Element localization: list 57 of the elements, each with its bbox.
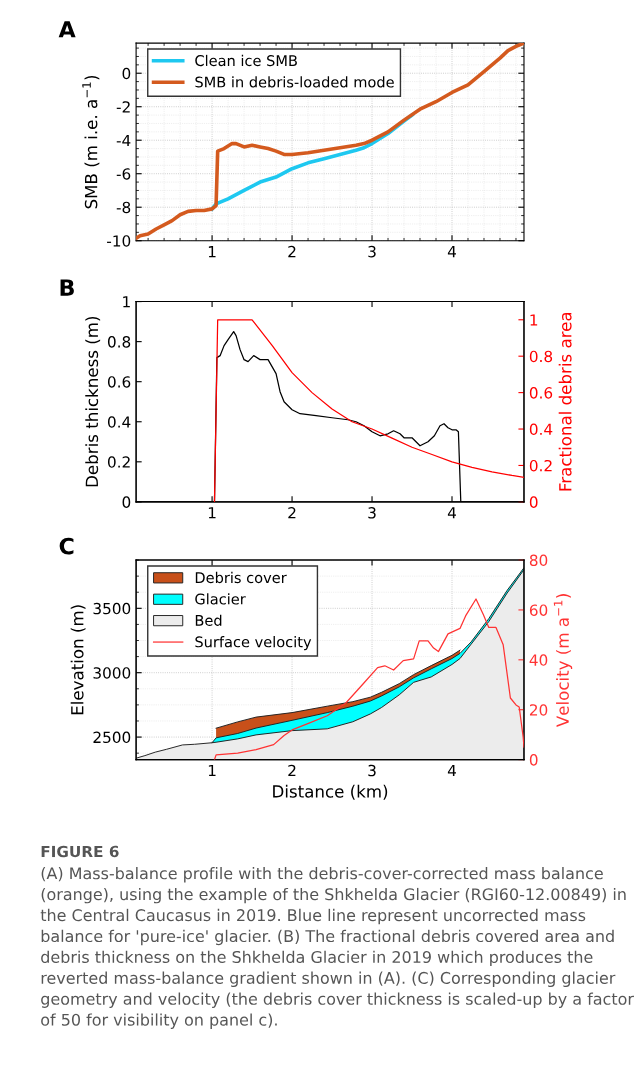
y-tick-label: -4 xyxy=(116,134,131,147)
y2-tick-label: 1 xyxy=(530,314,538,326)
y-tick-label: -8 xyxy=(116,201,131,214)
y-axis-title: Debris thickness (m) xyxy=(85,316,101,487)
x-tick-label: 1 xyxy=(208,246,216,258)
y-tick-label: 3000 xyxy=(93,667,131,679)
y-tick-label: -10 xyxy=(107,235,131,247)
x-tick-label: 2 xyxy=(288,764,296,777)
legend-label: Debris cover xyxy=(195,571,287,584)
x-tick-label: 1 xyxy=(208,507,216,519)
y2-tick-label: 40 xyxy=(529,654,548,666)
x-tick-label: 4 xyxy=(447,764,457,777)
y-tick-label: 0 xyxy=(122,496,131,508)
y-tick-label: 0.6 xyxy=(107,376,131,388)
y2-tick-label: 0.4 xyxy=(529,423,553,436)
y-axis-title: SMB (m i.e. a$^{−1}$) xyxy=(82,75,100,209)
x-tick-label: 4 xyxy=(447,246,457,258)
y2-tick-label: 0.6 xyxy=(529,387,553,399)
text: (A) Mass-balance profile with the debris-cover-corrected mass balance (orange), using the example of the Shkhelda Glacier (RGI60-12.00849) in the Central Caucasus in 2019. Blue line represent uncorrected mass balance for 'pure-ice' glacier. (B) The fractional debris covered area and debris thickness on the Shkhelda Glacier in 2019 which produces the reverted mass-balance gradient shown in (A). (C) Corresponding glacier geometry and velocity (the debris cover thickness is scaled-up by a factor of 50 for visibility on panel c). xyxy=(40,866,634,1029)
x-axis-title: Distance (km) xyxy=(273,784,388,800)
y-tick-label: -2 xyxy=(116,101,130,113)
caption: FIGURE 6 xyxy=(41,845,119,858)
legend-label: Glacier xyxy=(195,593,246,605)
line-series xyxy=(136,43,524,241)
y-tick-label: 1 xyxy=(123,296,130,308)
line-series xyxy=(213,319,524,502)
x-tick-label: 1 xyxy=(208,764,216,777)
x-tick-label: 3 xyxy=(368,764,376,777)
y2-tick-label: 0 xyxy=(529,496,538,508)
y-tick-label: 3500 xyxy=(93,602,131,615)
y-axis-title: Elevation (m) xyxy=(70,605,86,715)
y-tick-label: 0.2 xyxy=(107,456,130,468)
x-tick-label: 3 xyxy=(368,507,376,519)
y2-tick-label: 0.8 xyxy=(529,350,553,363)
y-tick-label: -6 xyxy=(116,168,131,180)
x-tick-label: 2 xyxy=(288,507,296,519)
x-tick-label: 3 xyxy=(368,245,376,258)
y2-tick-label: 80 xyxy=(529,554,548,567)
y2-tick-label: 0.2 xyxy=(529,459,552,472)
y2-axis-title: Fractional debris area xyxy=(558,312,572,491)
y2-tick-label: 20 xyxy=(529,704,548,716)
y2-tick-label: 0 xyxy=(529,754,538,766)
y-tick-label: 0.4 xyxy=(107,416,131,428)
chart-title: B xyxy=(60,279,74,296)
y-tick-label: 0.8 xyxy=(107,336,131,348)
x-tick-label: 2 xyxy=(288,245,296,258)
legend-label: SMB in debris-loaded mode xyxy=(195,76,394,88)
y-tick-label: 2500 xyxy=(93,731,131,744)
legend-label: Surface velocity xyxy=(195,636,312,651)
legend-label: Clean ice SMB xyxy=(195,54,297,67)
legend-label: Bed xyxy=(195,614,222,626)
y2-tick-label: 60 xyxy=(529,604,548,616)
x-tick-label: 4 xyxy=(447,507,457,519)
chart-title: A xyxy=(58,21,76,38)
y2-axis-title: Velocity (m a$^{−1}$) xyxy=(553,594,573,728)
chart-title: C xyxy=(59,537,74,555)
y-tick-label: 0 xyxy=(122,67,131,80)
